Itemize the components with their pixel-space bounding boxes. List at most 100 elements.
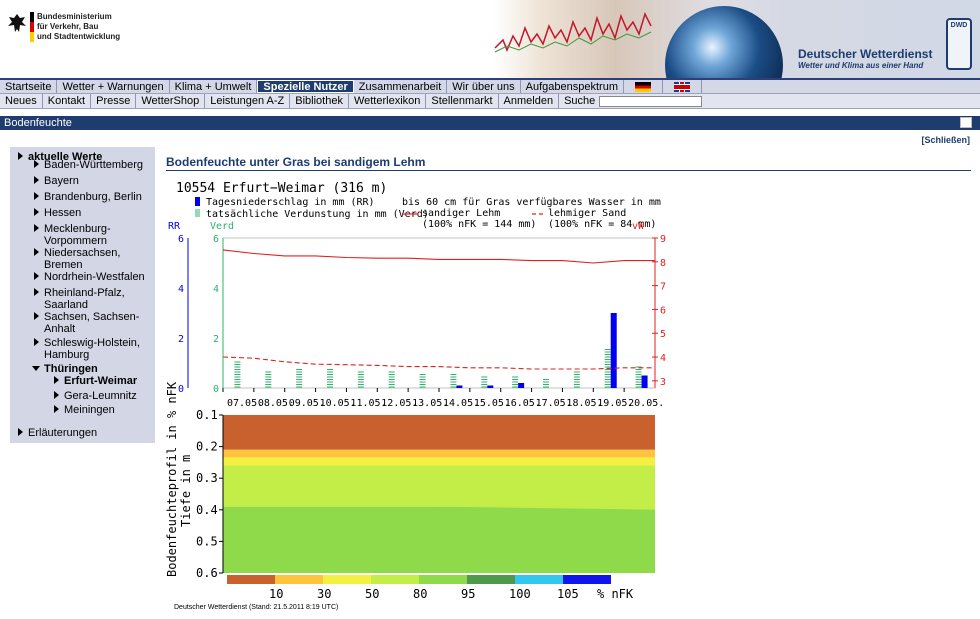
search-input[interactable] [599,95,703,107]
sidebar-item-label: Niedersachsen, [44,247,121,259]
profile-axis-label: Bodenfeuchteprofil in % nFK [166,381,179,577]
depth-tick-label: 0.3 [196,471,218,485]
x-tick-label: 16.05. [505,398,541,409]
soil-moisture-chart: 10554 Erfurt−Weimar (316 m) Tagesnieders… [166,181,666,611]
nav-wettershop[interactable]: WetterShop [136,94,206,108]
sidebar-item-label: Bayern [44,175,79,187]
ministry-line: Bundesministerium [37,12,112,21]
vw-tick-label: 30 [660,377,666,388]
triangle-icon [34,312,39,320]
x-tick-label: 11.05. [350,398,386,409]
rr-bar [487,385,494,388]
x-tick-label: 10.05. [320,398,356,409]
vw-tick-label: 60 [660,305,666,316]
sidebar-item[interactable]: Baden-Württemberg [34,159,143,171]
x-tick-label: 20.05. [628,398,664,409]
verd-tick-label: 0 [213,384,219,395]
sidebar-item[interactable]: Niedersachsen, Bremen [34,247,121,271]
sidebar-item-label: Hessen [44,207,82,219]
sidebar-sub-meiningen[interactable]: Meiningen [54,404,115,416]
legend-sand: lehmiger Sand [548,208,626,219]
triangle-icon [34,160,39,168]
nav-leistungen[interactable]: Leistungen A-Z [205,94,291,108]
verd-tick-label: 4 [213,284,219,295]
ministry-line: und Stadtentwicklung [37,32,121,41]
legend-lehm: sandiger Lehm [422,208,500,219]
nav-wetterlexikon[interactable]: Wetterlexikon [349,94,427,108]
sidebar-item-label: Hamburg [44,349,90,361]
soil-layer-edge [223,503,655,510]
color-scale-segment [275,575,323,584]
sidebar-item-label: Schleswig-Holstein, [44,337,140,349]
sidebar-item[interactable]: Sachsen, Sachsen- Anhalt [34,311,139,335]
sidebar-item[interactable]: Nordrhein-Westfalen [34,271,145,283]
rr-bar [641,375,648,388]
sidebar-item[interactable]: Hessen [34,207,82,219]
page-header: Bundesministerium für Verkehr, Bau und S… [0,0,980,78]
vw-tick-label: 80 [660,258,666,269]
rr-bar [518,383,525,388]
nav-spezielle-nutzer[interactable]: Spezielle Nutzer [257,80,354,93]
vw-tick-label: 40 [660,353,666,364]
sidebar-item-label: Bremen [44,259,83,271]
nav-wetter-warnungen[interactable]: Wetter + Warnungen [57,80,170,93]
vw-axis-label: vW [632,221,645,232]
language-de[interactable] [624,80,663,93]
dwd-logo[interactable]: DWD [946,18,972,70]
x-tick-label: 19.05. [597,398,633,409]
x-tick-label: 12.05. [381,398,417,409]
dwd-name[interactable]: Deutscher Wetterdienst [798,47,933,61]
print-icon[interactable] [960,117,972,128]
sidebar-item[interactable]: Schleswig-Holstein, Hamburg [34,337,140,361]
rr-tick-label: 0 [178,384,184,395]
nav-zusammenarbeit[interactable]: Zusammenarbeit [354,80,448,93]
color-scale-label: 30 [317,587,331,601]
sidebar-sub-erfurt-weimar[interactable]: Erfurt-Weimar [54,375,138,387]
search-area: Suche [559,94,707,108]
sidebar-sub-label: Gera-Leumnitz [64,390,137,402]
sidebar-item[interactable]: Bayern [34,175,79,187]
x-tick-label: 09.05. [289,398,325,409]
nav-neues[interactable]: Neues [0,94,43,108]
sidebar-item[interactable]: Mecklenburg- Vorpommern [34,223,111,247]
sidebar-sub-label: Meiningen [64,404,115,416]
secondary-navigation: Neues Kontakt Presse WetterShop Leistung… [0,94,980,109]
nav-presse[interactable]: Presse [91,94,137,108]
soil-layer [223,449,655,458]
sidebar-item-label: Saarland [44,299,89,311]
nav-bibliothek[interactable]: Bibliothek [290,94,349,108]
language-en[interactable] [663,80,702,93]
nav-wir-ueber-uns[interactable]: Wir über uns [447,80,521,93]
nav-klima-umwelt[interactable]: Klima + Umwelt [170,80,258,93]
color-scale-label: 80 [413,587,427,601]
nav-aufgabenspektrum[interactable]: Aufgabenspektrum [521,80,624,93]
x-tick-label: 07.05. [227,398,263,409]
sidebar-item-label: Brandenburg, Berlin [44,191,142,203]
nav-anmelden[interactable]: Anmelden [499,94,560,108]
color-scale-segment [371,575,419,584]
legend-water: bis 60 cm für Gras verfügbares Wasser in… [402,197,666,208]
chart-footnote: Deutscher Wetterdienst (Stand: 21.5.2011… [174,604,338,611]
sidebar-erlaeuterungen[interactable]: Erläuterungen [18,427,98,439]
color-scale-segment [323,575,371,584]
ministry-logo-text[interactable]: Bundesministerium für Verkehr, Bau und S… [37,12,127,42]
sidebar-item-thueringen[interactable]: Thüringen [32,363,98,375]
sidebar-top-label[interactable]: aktuelle Werte [18,151,167,163]
sidebar-item[interactable]: Brandenburg, Berlin [34,191,142,203]
sidebar-sub-gera-leumnitz[interactable]: Gera-Leumnitz [54,390,137,402]
color-scale-segment [563,575,611,584]
color-scale-label: 95 [461,587,475,601]
line-sandiger-lehm [222,249,655,264]
soil-layer [223,415,655,450]
triangle-icon [18,152,23,160]
nav-kontakt[interactable]: Kontakt [43,94,92,108]
close-link[interactable]: [Schließen] [921,135,970,145]
sidebar-bottom-label-text: Erläuterungen [28,427,98,439]
federal-eagle-icon [8,14,26,32]
verd-tick-label: 2 [213,334,219,345]
nav-stellenmarkt[interactable]: Stellenmarkt [426,94,499,108]
nav-startseite[interactable]: Startseite [0,80,58,93]
sidebar-sub-label: Erfurt-Weimar [64,375,138,387]
sidebar-item[interactable]: Rheinland-Pfalz, Saarland [34,287,125,311]
legend-rr: Tagesniederschlag in mm (RR) [206,197,375,208]
